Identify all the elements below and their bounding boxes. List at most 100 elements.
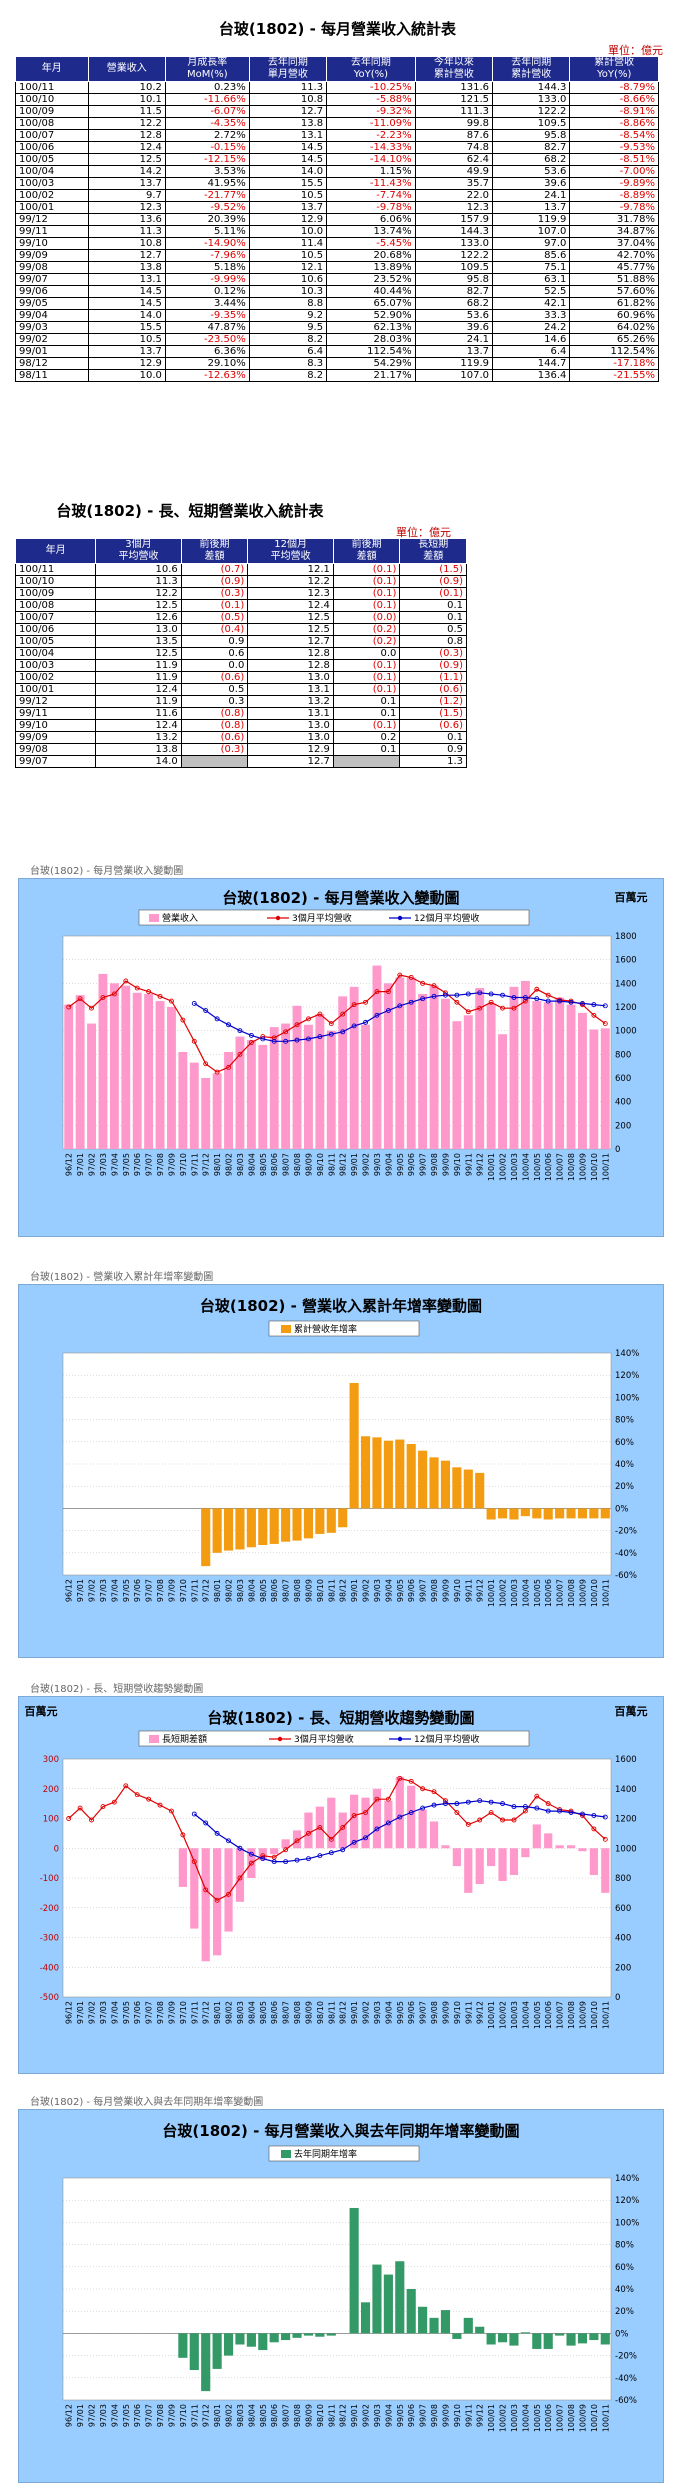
table-cell: 12.8 [87, 129, 166, 142]
legend-label: 3個月平均營收 [294, 1733, 354, 1745]
table-cell: 12.5 [247, 623, 334, 636]
avg12m-point [522, 995, 528, 1000]
table-cell: 100/06 [15, 141, 89, 154]
avg3m-point [214, 1897, 220, 1903]
avg12m-point [408, 1810, 414, 1816]
x-tick-label: 100/02 [499, 1153, 508, 1181]
table-cell: 8.2 [248, 333, 328, 346]
table-cell: 99/10 [15, 237, 89, 250]
x-tick-label: 97/01 [76, 1579, 85, 1602]
avg12m-point [477, 1798, 483, 1804]
avg3m-point [89, 1005, 94, 1011]
table-cell: 12.2 [247, 575, 334, 588]
avg12m-point [385, 1008, 391, 1014]
avg3m-point [477, 1817, 483, 1823]
table-cell: 12.2 [95, 587, 182, 600]
legend-box [268, 2145, 420, 2162]
revenue-bar [315, 1014, 325, 1149]
avg12m-point [477, 990, 483, 996]
table-cell: 24.1 [414, 333, 494, 346]
x-tick-label: 98/08 [293, 1153, 302, 1176]
table-cell: (0.2) [332, 635, 401, 648]
table-cell: 0.0 [180, 659, 249, 672]
x-tick-label: 98/10 [316, 2001, 325, 2024]
x-tick-label: 100/04 [521, 2001, 530, 2029]
chart-title: 台玻(1802) - 營業收入累計年增率變動圖 [200, 1297, 482, 1315]
table-cell: 100/02 [15, 189, 89, 202]
x-tick-label: 97/10 [179, 1153, 188, 1176]
cumulative-yoy-bar [258, 1508, 268, 1546]
avg3m-point [477, 1005, 483, 1011]
table-row: 99/07 14.0 12.7 1.3 [14, 755, 467, 768]
table-cell: 13.0 [247, 671, 334, 684]
avg3m-point [283, 1847, 289, 1853]
avg3m-point [500, 1005, 505, 1011]
avg12m-point [340, 1029, 346, 1035]
ls-diff-bar [589, 1848, 598, 1876]
table-cell: -6.07% [164, 105, 250, 118]
x-tick-label: 98/09 [304, 2404, 313, 2427]
avg12m-point [580, 1811, 585, 1817]
monthly-yoy-bar [600, 2333, 610, 2345]
table-cell: (0.3) [399, 647, 467, 660]
table-cell: 12.5 [87, 153, 166, 166]
table-cell: 121.5 [414, 93, 494, 106]
avg3m-point [465, 1821, 471, 1827]
x-tick-label: 100/03 [510, 2404, 519, 2432]
table-cell: -5.45% [326, 237, 416, 250]
ls-diff-bar [578, 1848, 587, 1852]
revenue-bar [121, 985, 131, 1149]
y-tick-label: -40% [615, 1549, 637, 1559]
table-row: 100/11 10.2 0.23% 11.3 -10.25% 131.6 144.3 -8.7… [15, 81, 659, 94]
x-tick-label: 97/08 [156, 2001, 165, 2024]
x-tick-label: 97/03 [99, 1153, 108, 1176]
x-tick-label: 100/05 [533, 2001, 542, 2029]
avg3m-point [431, 1789, 437, 1795]
table-row: 99/08 13.8 5.18% 12.1 13.89% 109.5 75.1 45.77% [15, 261, 659, 274]
table-cell: 12.1 [248, 261, 328, 274]
table-cell: 12.6 [95, 611, 182, 624]
x-tick-label: 99/03 [373, 2404, 382, 2427]
x-tick-label: 97/07 [145, 1153, 154, 1176]
x-tick-label: 98/03 [236, 1579, 245, 1602]
x-tick-label: 99/09 [441, 2404, 450, 2427]
x-tick-label: 98/06 [270, 2404, 279, 2427]
table-cell: 15.5 [248, 177, 328, 190]
avg3m-point [420, 980, 426, 986]
table-cell: 99/04 [15, 309, 89, 322]
avg3m-point [134, 985, 140, 991]
table-cell: (0.8) [180, 719, 249, 732]
y-tick-label: 0 [54, 1844, 59, 1854]
table-cell: 10.0 [248, 225, 328, 238]
table-cell: 112.54% [569, 345, 659, 358]
avg3m-point [260, 1853, 266, 1859]
y-tick-label: 1200 [615, 1003, 637, 1013]
avg3m-point [431, 983, 437, 989]
x-tick-label: 98/10 [316, 1153, 325, 1176]
x-tick-label: 100/09 [578, 2404, 587, 2432]
table-cell: 47.87% [164, 321, 250, 334]
table-header: 12個月 平均營收 [247, 538, 334, 564]
x-tick-label: 97/04 [110, 1579, 119, 1602]
x-tick-label: 99/04 [384, 1579, 393, 1602]
table-cell: 100/04 [14, 647, 97, 660]
table-cell: -11.09% [326, 117, 416, 130]
x-tick-label: 99/10 [453, 2001, 462, 2024]
x-tick-label: 100/06 [544, 1579, 553, 1607]
table-cell: 12.9 [247, 743, 334, 756]
legend-label: 長短期差額 [162, 1733, 207, 1745]
table-cell: 41.95% [164, 177, 250, 190]
table-row: 99/09 12.7 -7.96% 10.5 20.68% 122.2 85.6 42.70% [15, 249, 659, 262]
cumulative-yoy-bar [315, 1508, 325, 1534]
table-row: 100/10 10.1 -11.66% 10.8 -5.88% 121.5 133.0 -8.… [15, 93, 659, 106]
monthly-yoy-bar [326, 2333, 336, 2336]
table-cell: 29.10% [164, 357, 250, 370]
avg12m-point [317, 1853, 323, 1859]
y-tick-label: 1200 [615, 1815, 637, 1825]
avg12m-point [511, 1804, 517, 1810]
y-tick-label: 200 [615, 1121, 631, 1131]
table-cell: 13.1 [248, 129, 328, 142]
avg12m-line [193, 992, 606, 1042]
x-tick-label: 100/11 [601, 2404, 610, 2432]
